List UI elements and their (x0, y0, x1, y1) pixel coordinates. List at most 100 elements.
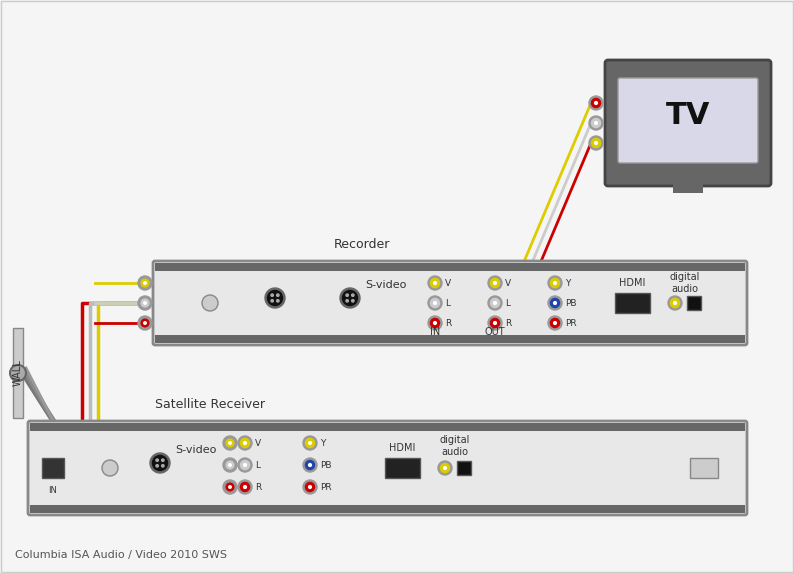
Circle shape (589, 136, 603, 150)
Text: TV: TV (666, 100, 710, 129)
Circle shape (102, 460, 118, 476)
Circle shape (306, 482, 314, 492)
Circle shape (238, 480, 252, 494)
Text: Satellite Receiver: Satellite Receiver (155, 398, 265, 411)
Circle shape (309, 442, 311, 445)
Bar (687, 296, 701, 310)
Bar (673, 181, 703, 193)
Circle shape (229, 442, 231, 444)
Circle shape (589, 96, 603, 110)
Text: V: V (505, 278, 511, 288)
Circle shape (141, 319, 148, 327)
Circle shape (138, 276, 152, 290)
Circle shape (162, 459, 164, 461)
Circle shape (244, 442, 246, 445)
Circle shape (276, 300, 279, 302)
Circle shape (309, 464, 311, 466)
Circle shape (595, 101, 597, 104)
Circle shape (144, 282, 146, 284)
Circle shape (152, 456, 168, 470)
Text: Y: Y (565, 278, 570, 288)
Text: IN: IN (430, 327, 440, 337)
Circle shape (488, 296, 502, 310)
Circle shape (491, 299, 499, 308)
Circle shape (268, 291, 283, 305)
Circle shape (346, 294, 349, 296)
Circle shape (238, 436, 252, 450)
Circle shape (428, 276, 442, 290)
Text: R: R (505, 319, 511, 328)
Bar (690, 458, 718, 478)
Circle shape (306, 438, 314, 448)
Bar (42, 458, 64, 478)
Text: PB: PB (565, 299, 576, 308)
Bar (30, 505, 745, 513)
Circle shape (238, 458, 252, 472)
Circle shape (303, 458, 317, 472)
Circle shape (138, 296, 152, 310)
Circle shape (141, 299, 148, 307)
Circle shape (223, 480, 237, 494)
Circle shape (428, 296, 442, 310)
Circle shape (434, 281, 437, 284)
Circle shape (265, 288, 285, 308)
Text: L: L (505, 299, 510, 308)
Text: HDMI: HDMI (389, 443, 415, 453)
Circle shape (428, 316, 442, 330)
Circle shape (241, 461, 249, 469)
Circle shape (494, 301, 496, 304)
Text: S-video: S-video (365, 280, 407, 290)
Circle shape (241, 438, 249, 448)
Circle shape (271, 300, 273, 302)
FancyBboxPatch shape (28, 421, 747, 515)
Circle shape (438, 461, 452, 475)
Circle shape (488, 316, 502, 330)
Circle shape (144, 302, 146, 304)
Circle shape (430, 278, 440, 288)
Bar (13, 328, 23, 418)
Circle shape (226, 483, 234, 491)
Circle shape (548, 316, 562, 330)
Circle shape (441, 464, 449, 473)
Bar (385, 458, 420, 478)
Circle shape (229, 486, 231, 488)
FancyBboxPatch shape (153, 261, 747, 345)
Circle shape (244, 485, 246, 488)
Circle shape (156, 459, 158, 461)
Circle shape (244, 464, 246, 466)
Circle shape (223, 458, 237, 472)
Circle shape (434, 321, 437, 324)
Circle shape (548, 276, 562, 290)
Circle shape (550, 278, 560, 288)
Text: WALL: WALL (13, 360, 23, 386)
Circle shape (670, 299, 680, 308)
Text: L: L (445, 299, 450, 308)
Circle shape (592, 119, 600, 128)
Circle shape (430, 319, 440, 328)
Circle shape (488, 276, 502, 290)
Circle shape (144, 322, 146, 324)
Text: R: R (445, 319, 451, 328)
Text: V: V (445, 278, 451, 288)
Circle shape (346, 300, 349, 302)
Circle shape (592, 139, 600, 148)
Text: PR: PR (565, 319, 576, 328)
Circle shape (553, 281, 557, 284)
Circle shape (494, 281, 496, 284)
Circle shape (494, 321, 496, 324)
Circle shape (340, 288, 360, 308)
Circle shape (229, 464, 231, 466)
Text: IN: IN (48, 486, 57, 495)
Bar (457, 461, 471, 475)
Circle shape (553, 301, 557, 304)
Text: OUT: OUT (484, 327, 505, 337)
Circle shape (550, 299, 560, 308)
Text: Recorder: Recorder (333, 238, 390, 251)
Text: L: L (255, 461, 260, 469)
Text: PB: PB (320, 461, 332, 469)
Text: V: V (255, 438, 261, 448)
Circle shape (491, 278, 499, 288)
Circle shape (444, 466, 446, 469)
Circle shape (223, 436, 237, 450)
Circle shape (276, 294, 279, 296)
